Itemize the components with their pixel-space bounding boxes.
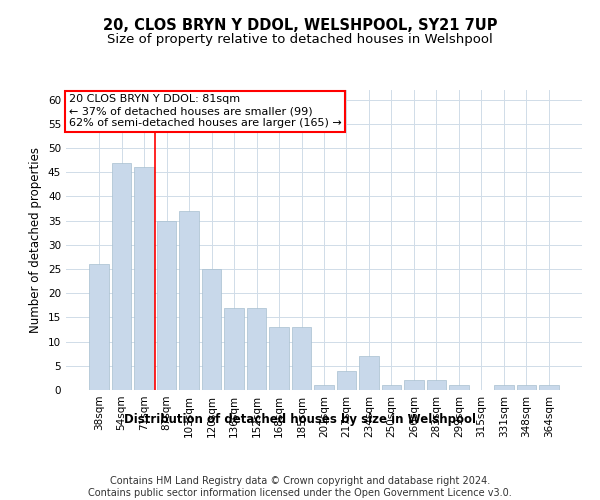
Bar [382, 385, 401, 390]
Bar [134, 168, 154, 390]
Bar [359, 356, 379, 390]
Bar [89, 264, 109, 390]
Bar [517, 385, 536, 390]
Text: Size of property relative to detached houses in Welshpool: Size of property relative to detached ho… [107, 32, 493, 46]
Text: Contains HM Land Registry data © Crown copyright and database right 2024.
Contai: Contains HM Land Registry data © Crown c… [88, 476, 512, 498]
Bar [292, 327, 311, 390]
Bar [314, 385, 334, 390]
Bar [157, 220, 176, 390]
Text: 20 CLOS BRYN Y DDOL: 81sqm
← 37% of detached houses are smaller (99)
62% of semi: 20 CLOS BRYN Y DDOL: 81sqm ← 37% of deta… [68, 94, 341, 128]
Bar [202, 269, 221, 390]
Bar [179, 211, 199, 390]
Y-axis label: Number of detached properties: Number of detached properties [29, 147, 43, 333]
Bar [404, 380, 424, 390]
Bar [269, 327, 289, 390]
Bar [224, 308, 244, 390]
Text: Distribution of detached houses by size in Welshpool: Distribution of detached houses by size … [124, 412, 476, 426]
Bar [539, 385, 559, 390]
Bar [112, 162, 131, 390]
Bar [494, 385, 514, 390]
Bar [427, 380, 446, 390]
Bar [337, 370, 356, 390]
Text: 20, CLOS BRYN Y DDOL, WELSHPOOL, SY21 7UP: 20, CLOS BRYN Y DDOL, WELSHPOOL, SY21 7U… [103, 18, 497, 32]
Bar [247, 308, 266, 390]
Bar [449, 385, 469, 390]
